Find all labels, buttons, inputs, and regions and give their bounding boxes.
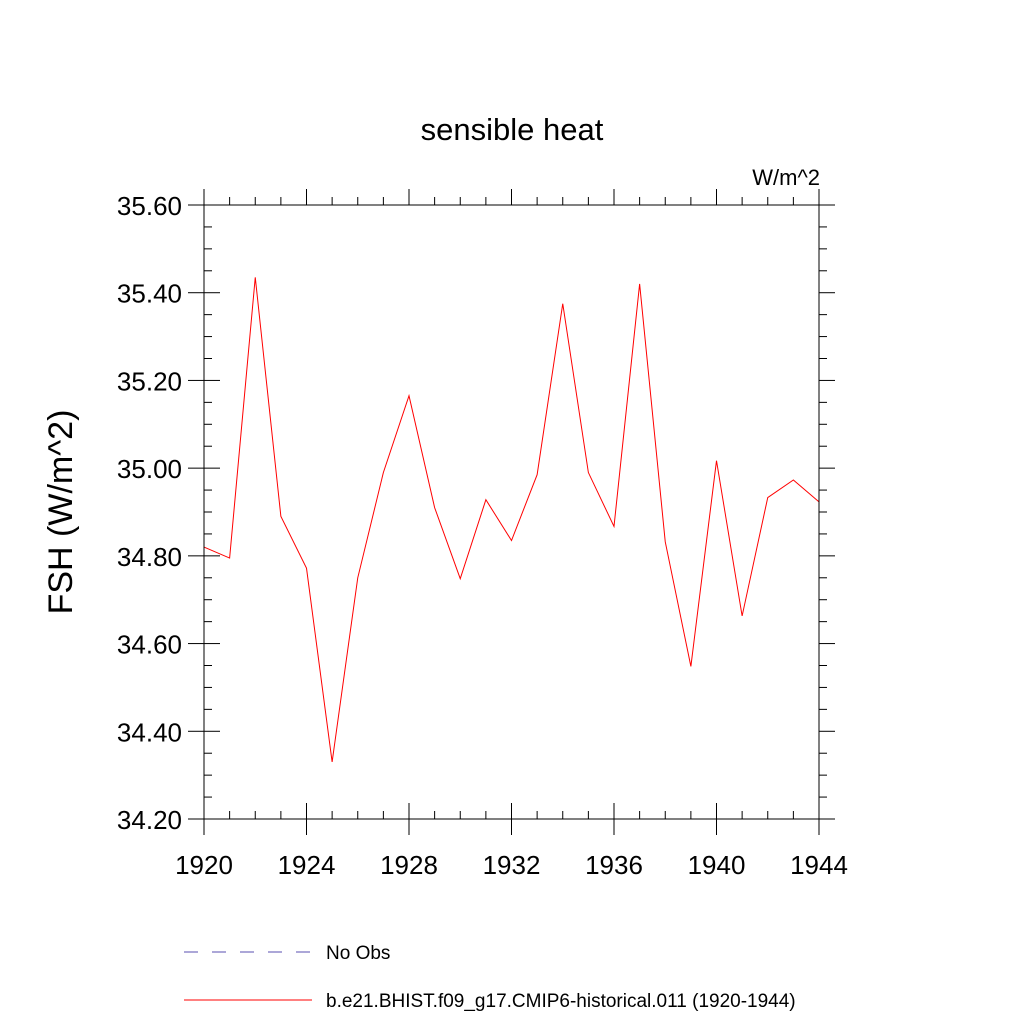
series-line <box>203 277 820 763</box>
x-tick-label: 1920 <box>175 850 233 880</box>
y-axis-label: FSH (W/m^2) <box>42 410 80 615</box>
y-tick-label: 35.60 <box>117 191 182 221</box>
x-tick-label: 1924 <box>278 850 336 880</box>
y-tick-labels: 34.20 34.40 34.60 34.80 35.00 35.20 35.40 35.60 <box>117 191 182 835</box>
x-tick-label: 1940 <box>688 850 746 880</box>
x-tick-label: 1932 <box>483 850 541 880</box>
y-tick-label: 34.60 <box>117 630 182 660</box>
legend: No Obs b.e21.BHIST.f09_g17.CMIP6-historic… <box>184 943 796 1012</box>
chart-title: sensible heat <box>421 112 604 147</box>
y-tick-label: 35.40 <box>117 279 182 309</box>
y-tick-label: 35.20 <box>117 366 182 396</box>
y-tick-label: 35.00 <box>117 454 182 484</box>
x-tick-label: 1928 <box>380 850 438 880</box>
series-lines <box>203 277 820 763</box>
x-tick-labels: 1920 1924 1928 1932 1936 1940 1944 <box>175 850 848 880</box>
legend-label: b.e21.BHIST.f09_g17.CMIP6-historical.011… <box>326 991 796 1012</box>
y-tick-label: 34.20 <box>117 805 182 835</box>
legend-label: No Obs <box>326 943 390 964</box>
x-tick-label: 1936 <box>585 850 643 880</box>
y-tick-label: 34.80 <box>117 542 182 572</box>
units-label: W/m^2 <box>752 165 820 190</box>
x-tick-label: 1944 <box>790 850 848 880</box>
plot-frame <box>203 204 820 820</box>
axis-ticks <box>188 189 835 835</box>
y-tick-label: 34.40 <box>117 717 182 747</box>
